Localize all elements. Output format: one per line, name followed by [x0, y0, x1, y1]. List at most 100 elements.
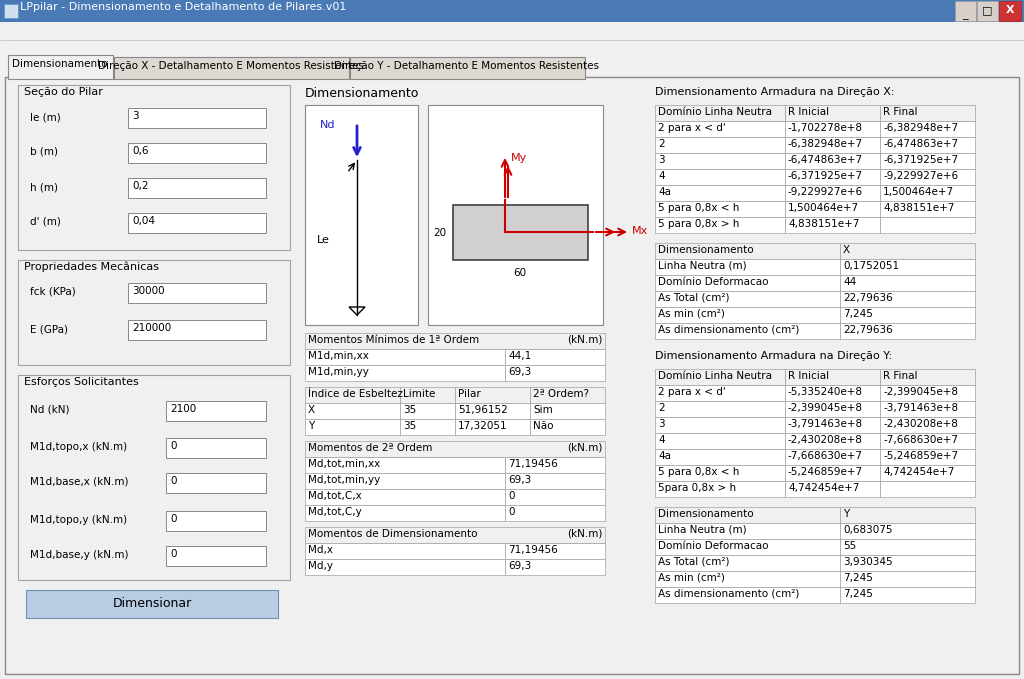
Text: fck (KPa): fck (KPa) — [30, 287, 76, 297]
Bar — [840, 571, 975, 587]
Text: Le: Le — [317, 235, 330, 245]
Text: 7,245: 7,245 — [843, 309, 872, 319]
Text: -6,371925e+7: -6,371925e+7 — [883, 155, 958, 165]
Bar — [26, 590, 278, 618]
Text: -2,399045e+8: -2,399045e+8 — [883, 387, 958, 397]
Text: 44: 44 — [843, 277, 856, 287]
Text: Dimensionamento Armadura na Direção Y:: Dimensionamento Armadura na Direção Y: — [655, 351, 892, 361]
Text: Domínio Linha Neutra: Domínio Linha Neutra — [658, 371, 772, 381]
Bar — [785, 201, 880, 217]
Bar — [455, 403, 530, 419]
Text: Dimensionamento Armadura na Direção X:: Dimensionamento Armadura na Direção X: — [655, 87, 895, 97]
Bar — [977, 1, 998, 21]
Bar — [305, 457, 505, 473]
Text: As dimensionamento (cm²): As dimensionamento (cm²) — [658, 325, 800, 335]
Bar — [8, 55, 113, 79]
Bar — [655, 417, 785, 433]
Bar — [18, 375, 290, 580]
Bar — [305, 365, 505, 381]
Bar — [400, 403, 455, 419]
Bar — [128, 178, 266, 198]
Text: 4: 4 — [658, 435, 665, 445]
Bar — [880, 481, 975, 497]
Bar — [655, 201, 785, 217]
Text: 3: 3 — [132, 111, 138, 121]
Text: M1d,topo,x (kN.m): M1d,topo,x (kN.m) — [30, 442, 127, 452]
Bar — [840, 523, 975, 539]
Text: Edit: Edit — [38, 25, 59, 35]
Text: 4,838151e+7: 4,838151e+7 — [788, 219, 859, 229]
Bar — [655, 507, 840, 523]
Text: Momentos Mínimos de 1ª Ordem: Momentos Mínimos de 1ª Ordem — [308, 335, 479, 345]
Text: Momentos de 2ª Ordem: Momentos de 2ª Ordem — [308, 443, 432, 453]
Text: Nd: Nd — [319, 120, 336, 130]
Bar — [655, 275, 840, 291]
Text: 4,838151e+7: 4,838151e+7 — [883, 203, 954, 213]
Text: 3: 3 — [658, 419, 665, 429]
Text: 1,500464e+7: 1,500464e+7 — [788, 203, 859, 213]
Bar — [530, 419, 605, 435]
Text: As dimensionamento (cm²): As dimensionamento (cm²) — [658, 589, 800, 599]
Text: Linha Neutra (m): Linha Neutra (m) — [658, 525, 746, 535]
Text: Y: Y — [843, 509, 849, 519]
Bar — [305, 559, 505, 575]
Text: 0: 0 — [170, 476, 176, 486]
Text: 69,3: 69,3 — [508, 475, 531, 485]
Text: Momentos de Dimensionamento: Momentos de Dimensionamento — [308, 529, 477, 539]
Text: R Final: R Final — [883, 107, 918, 117]
Text: □: □ — [982, 5, 992, 15]
Bar — [505, 543, 605, 559]
Text: X: X — [308, 405, 315, 415]
Bar — [655, 217, 785, 233]
Text: -7,668630e+7: -7,668630e+7 — [788, 451, 863, 461]
Text: Dimensionar: Dimensionar — [113, 597, 191, 610]
Bar — [18, 85, 290, 250]
Text: Md,tot,min,yy: Md,tot,min,yy — [308, 475, 380, 485]
Text: 44,1: 44,1 — [508, 351, 531, 361]
Text: Mx: Mx — [632, 226, 648, 236]
Text: 3,930345: 3,930345 — [843, 557, 893, 567]
Text: 7,245: 7,245 — [843, 589, 872, 599]
Text: As Total (cm²): As Total (cm²) — [658, 293, 729, 303]
Text: -6,371925e+7: -6,371925e+7 — [788, 171, 863, 181]
Text: 71,19456: 71,19456 — [508, 545, 558, 555]
Text: 2: 2 — [658, 403, 665, 413]
Bar — [655, 523, 840, 539]
Bar — [166, 546, 266, 566]
Bar — [305, 419, 400, 435]
Text: -1,702278e+8: -1,702278e+8 — [788, 123, 863, 133]
Text: As min (cm²): As min (cm²) — [658, 309, 725, 319]
Text: -6,474863e+7: -6,474863e+7 — [883, 139, 958, 149]
Text: Linha Neutra (m): Linha Neutra (m) — [658, 261, 746, 271]
Bar — [655, 243, 840, 259]
Bar — [655, 571, 840, 587]
Text: -5,246859e+7: -5,246859e+7 — [883, 451, 958, 461]
Bar — [655, 137, 785, 153]
Text: 69,3: 69,3 — [508, 561, 531, 571]
Text: Índice de Esbeltez: Índice de Esbeltez — [308, 389, 402, 399]
Bar — [880, 465, 975, 481]
Text: 210000: 210000 — [132, 323, 171, 333]
Text: d' (m): d' (m) — [30, 217, 60, 227]
Text: 4: 4 — [658, 171, 665, 181]
Bar — [655, 587, 840, 603]
Text: 2 para x < d': 2 para x < d' — [658, 123, 726, 133]
Text: M1d,topo,y (kN.m): M1d,topo,y (kN.m) — [30, 515, 127, 525]
Bar — [880, 401, 975, 417]
Text: Domínio Deformacao: Domínio Deformacao — [658, 277, 768, 287]
Bar — [880, 169, 975, 185]
Bar — [128, 108, 266, 128]
Bar — [840, 259, 975, 275]
Text: -2,430208e+8: -2,430208e+8 — [788, 435, 863, 445]
Bar — [305, 387, 400, 403]
Bar — [785, 465, 880, 481]
Text: h (m): h (m) — [30, 182, 58, 192]
Bar — [166, 473, 266, 493]
Bar — [655, 449, 785, 465]
Bar — [655, 185, 785, 201]
Text: R Final: R Final — [883, 371, 918, 381]
Bar — [880, 121, 975, 137]
Bar — [114, 57, 349, 79]
Bar — [785, 185, 880, 201]
Bar — [785, 121, 880, 137]
